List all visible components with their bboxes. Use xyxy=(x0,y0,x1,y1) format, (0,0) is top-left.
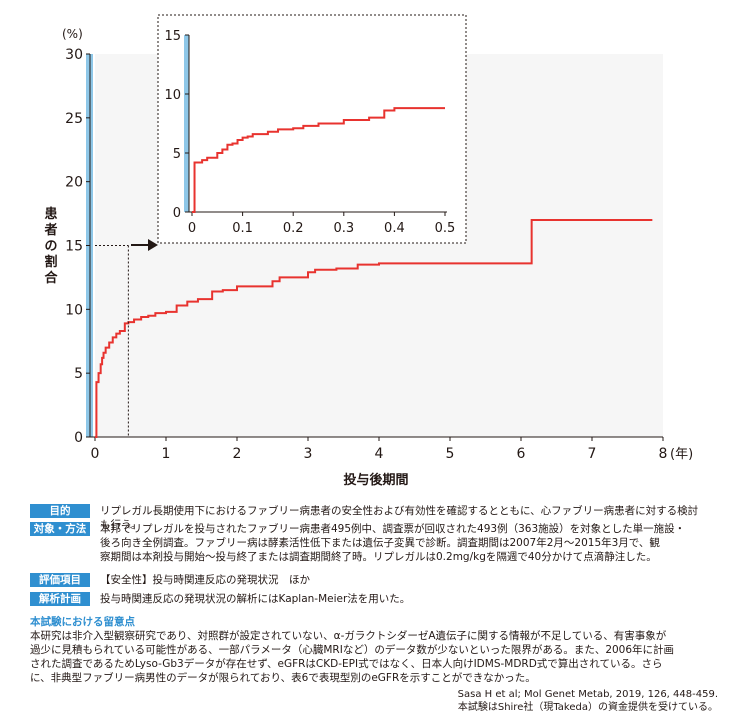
info-row-analysis: 解析計画 投与時関連反応の発現状況の解析にはKaplan-Meier法を用いた。 xyxy=(30,592,700,606)
info-row-purpose: 目的 リプレガル長期使用下におけるファブリー病患者の安全性および有効性を確認する… xyxy=(30,504,700,532)
inset-x-tick-label: 0.4 xyxy=(384,221,405,236)
y-tick-label: 20 xyxy=(65,175,83,191)
tag-analysis: 解析計画 xyxy=(30,592,90,606)
x-tick-label: 0 xyxy=(91,446,100,462)
y-tick-label: 25 xyxy=(65,111,83,127)
y-axis-title-char: 者 xyxy=(43,222,57,238)
analysis-text: 投与時関連反応の発現状況の解析にはKaplan-Meier法を用いた。 xyxy=(100,593,411,605)
y-unit-label: (%) xyxy=(62,27,83,41)
series-line xyxy=(95,218,653,438)
info-row-endpoint: 評価項目 【安全性】投与時関連反応の発現状況 ほか xyxy=(30,573,700,587)
y-tick-label: 30 xyxy=(65,47,83,63)
inset-x-tick-label: 0.5 xyxy=(435,221,456,236)
inset-y-tick-label: 0 xyxy=(173,206,181,221)
notes-text: 本研究は非介入型観察研究であり、対照群が設定されていない、α-ガラクトシダーゼA… xyxy=(30,630,675,684)
y-tick-label: 5 xyxy=(74,366,83,382)
x-tick-label: 3 xyxy=(304,446,313,462)
x-tick-label: 8 xyxy=(659,446,668,462)
inset-x-tick-label: 0.3 xyxy=(333,221,354,236)
x-tick-label: 6 xyxy=(517,446,526,462)
inset-frame xyxy=(157,14,467,244)
y-tick-label: 0 xyxy=(74,430,83,446)
source-line-1: Sasa H et al; Mol Genet Metab, 2019, 126… xyxy=(457,689,718,700)
x-unit-label: (年) xyxy=(670,447,693,462)
y-axis-title-char: 合 xyxy=(44,270,58,286)
x-tick-label: 4 xyxy=(375,446,384,462)
source-line-2: 本試験はShire社（現Takeda）の資金提供を受けている。 xyxy=(457,702,718,713)
x-tick-label: 5 xyxy=(446,446,455,462)
y-axis-title-char: の xyxy=(44,239,57,254)
purpose-text: リプレガル長期使用下におけるファブリー病患者の安全性および有効性を確認するととも… xyxy=(100,505,699,531)
zoom-arrow xyxy=(131,239,158,251)
inset-series-line xyxy=(192,107,445,213)
notes-title: 本試験における留意点 xyxy=(30,616,135,628)
tag-endpoint: 評価項目 xyxy=(30,573,90,587)
study-info: 目的 リプレガル長期使用下におけるファブリー病患者の安全性および有効性を確認する… xyxy=(30,502,710,720)
x-tick-label: 2 xyxy=(233,446,242,462)
y-tick-label: 10 xyxy=(65,302,83,318)
y-axis-title-char: 患 xyxy=(44,206,57,222)
tag-purpose: 目的 xyxy=(30,504,90,518)
inset-x-tick-label: 0.2 xyxy=(283,221,304,236)
inset-x-tick-label: 0.1 xyxy=(232,221,253,236)
source-citation: Sasa H et al; Mol Genet Metab, 2019, 126… xyxy=(458,688,718,714)
x-tick-label: 7 xyxy=(588,446,597,462)
y-tick-label: 15 xyxy=(65,239,83,255)
inset-y-tick-label: 15 xyxy=(164,29,181,44)
y-axis-title-char: 割 xyxy=(44,254,57,270)
inset-y-axis-band xyxy=(184,35,189,212)
endpoint-text: 【安全性】投与時関連反応の発現状況 ほか xyxy=(100,574,310,586)
inset-y-tick-label: 5 xyxy=(173,147,181,162)
inset-y-tick-label: 10 xyxy=(164,88,181,103)
tag-method: 対象・方法 xyxy=(30,522,90,536)
inset-x-tick-label: 0 xyxy=(188,221,196,236)
info-row-method: 対象・方法 本邦でリプレガルを投与されたファブリー病患者495例中、調査票が回収… xyxy=(30,522,700,564)
x-axis-title: 投与後期間 xyxy=(343,472,408,488)
method-text: 本邦でリプレガルを投与されたファブリー病患者495例中、調査票が回収された493… xyxy=(100,523,686,563)
x-tick-label: 1 xyxy=(162,446,171,462)
